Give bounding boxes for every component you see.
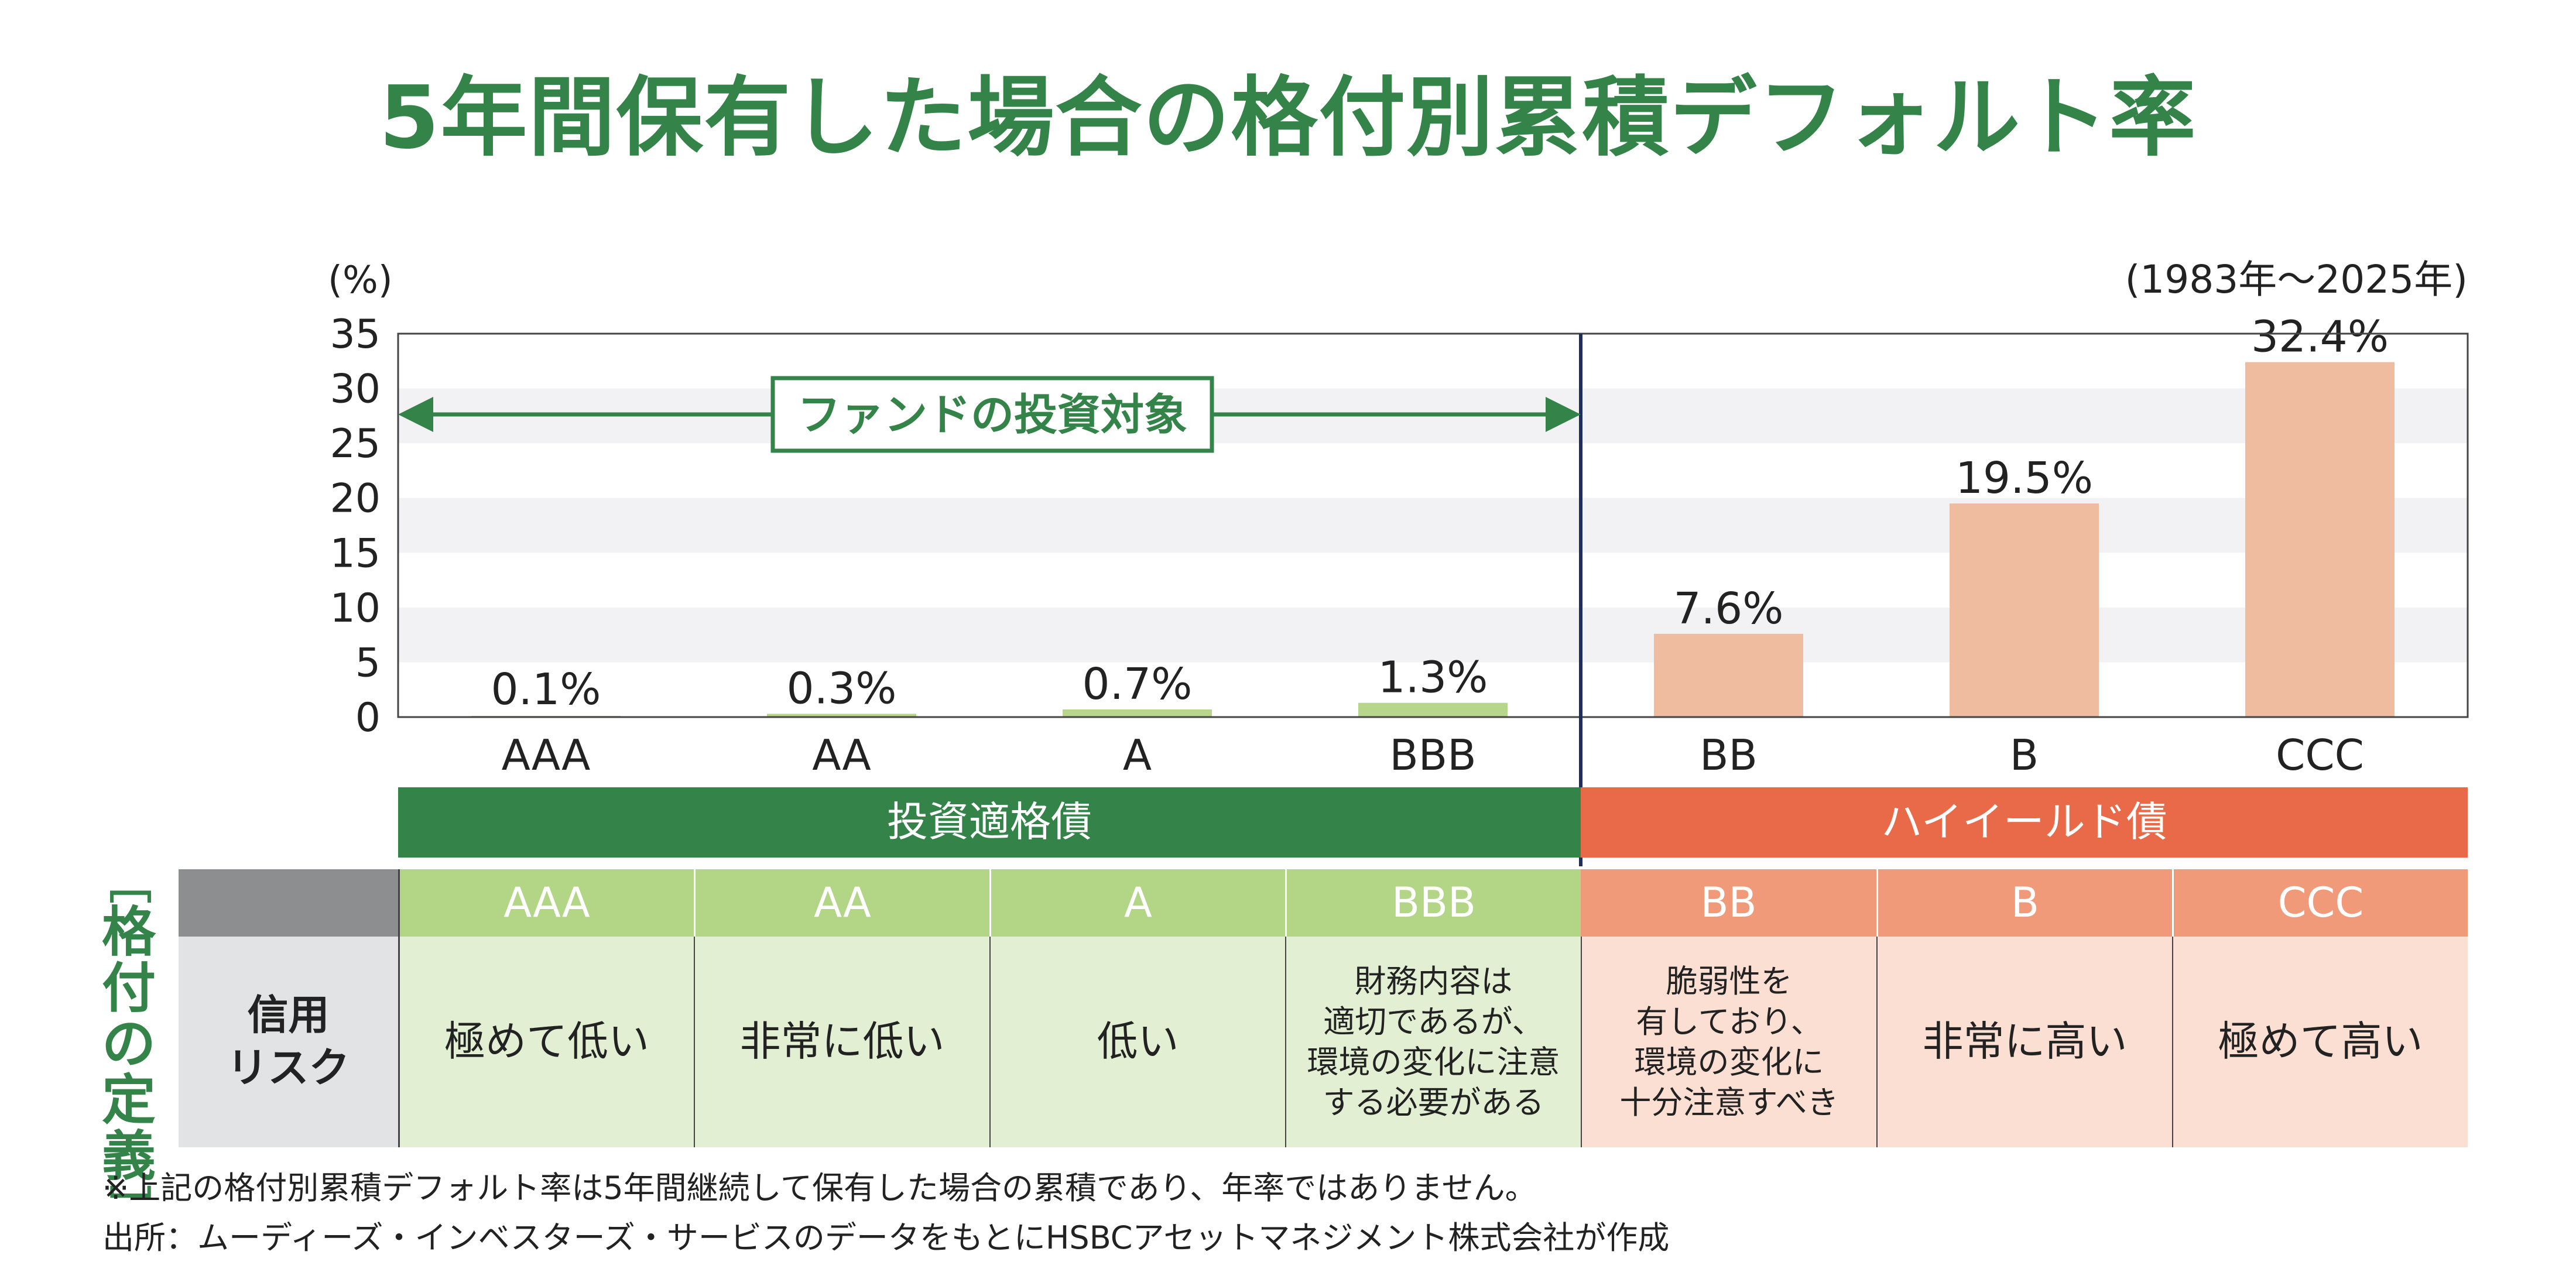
value-label-bbb: 1.3% — [1378, 653, 1488, 703]
category-label-aa: AA — [812, 731, 871, 780]
rating-header-b: B — [1876, 869, 2172, 937]
rating-header-ccc: CCC — [2172, 869, 2468, 937]
value-label-bb: 7.6% — [1674, 584, 1784, 634]
value-label-ccc: 32.4% — [2251, 312, 2389, 362]
rating-header-bb: BB — [1581, 869, 1876, 937]
value-label-a: 0.7% — [1083, 659, 1193, 709]
category-label-a: A — [1123, 731, 1152, 780]
y-axis: 0 5 10 15 20 25 30 35 — [330, 311, 381, 741]
y-tick-label: 30 — [330, 366, 381, 413]
arrow-left-icon — [398, 397, 433, 432]
rating-header-aa: AA — [694, 869, 989, 937]
y-tick-label: 5 — [355, 640, 381, 686]
page-title: 5年間保有した場合の格付別累積デフォルト率 — [379, 67, 2197, 168]
rating-header-bbb: BBB — [1285, 869, 1581, 937]
risk-cell-aaa: 極めて低い — [398, 937, 694, 1147]
plot-frame — [397, 332, 2469, 866]
risk-cell-b: 非常に高い — [1876, 937, 2172, 1147]
annotation-text: ファンドの投資対象 — [797, 390, 1187, 440]
bar-a — [1063, 709, 1212, 717]
risk-cell-a: 低い — [989, 937, 1285, 1147]
chart-bands — [398, 388, 2468, 663]
source-note: 出所：ムーディーズ・インベスターズ・サービスのデータをもとにHSBCアセットマネ… — [102, 1219, 1670, 1256]
rating-header-a: A — [989, 869, 1285, 937]
credit-risk-label: 信用 リスク — [179, 937, 398, 1147]
y-tick-label: 10 — [330, 585, 381, 632]
bar-b — [1950, 503, 2099, 717]
risk-cell-aa: 非常に低い — [694, 937, 989, 1147]
band — [398, 607, 2468, 663]
value-label-aaa: 0.1% — [491, 664, 601, 715]
value-label-aa: 0.3% — [787, 663, 897, 714]
bar-ccc — [2245, 362, 2395, 717]
category-label-aaa: AAA — [502, 731, 591, 780]
group-header-high-yield: ハイイールド債 — [1581, 787, 2468, 858]
period-label: (1983年～2025年) — [2125, 257, 2468, 302]
footnote: ※上記の格付別累積デフォルト率は5年間継続して保有した場合の累積であり、年率では… — [102, 1170, 1537, 1206]
y-tick-label: 20 — [330, 476, 381, 522]
y-axis-label: (%) — [328, 259, 393, 302]
label-corner — [179, 869, 398, 937]
rating-header-aaa: AAA — [398, 869, 694, 937]
risk-cell-bbb: 財務内容は 適切であるが、 環境の変化に注意 する必要がある — [1285, 937, 1581, 1147]
y-tick-label: 25 — [330, 421, 381, 467]
risk-cell-ccc: 極めて高い — [2172, 937, 2468, 1147]
bar-bbb — [1358, 702, 1508, 717]
value-label-b: 19.5% — [1955, 453, 2093, 503]
category-label-bbb: BBB — [1389, 731, 1476, 780]
bar-aa — [767, 714, 916, 717]
category-label-ccc: CCC — [2276, 731, 2364, 780]
category-label-bb: BB — [1700, 731, 1758, 780]
fund-target-annotation: ファンドの投資対象 — [398, 376, 1581, 453]
rating-definition-label: ［ 格付の定義 ］ — [101, 861, 156, 1227]
y-tick-label: 0 — [355, 695, 381, 741]
arrow-right-icon — [1546, 397, 1581, 432]
y-tick-label: 15 — [330, 530, 381, 577]
risk-cell-bb: 脆弱性を 有しており、 環境の変化に 十分注意すべき — [1581, 937, 1876, 1147]
bar-bb — [1654, 633, 1803, 717]
band — [398, 498, 2468, 553]
y-tick-label: 35 — [330, 311, 381, 358]
group-header-investment-grade: 投資適格債 — [398, 787, 1581, 858]
category-label-b: B — [2010, 731, 2039, 780]
bars: 0.1% AAA 0.3% AA 0.7% A 1.3% BBB 7.6% BB 19.5% B 32.… — [471, 312, 2396, 780]
